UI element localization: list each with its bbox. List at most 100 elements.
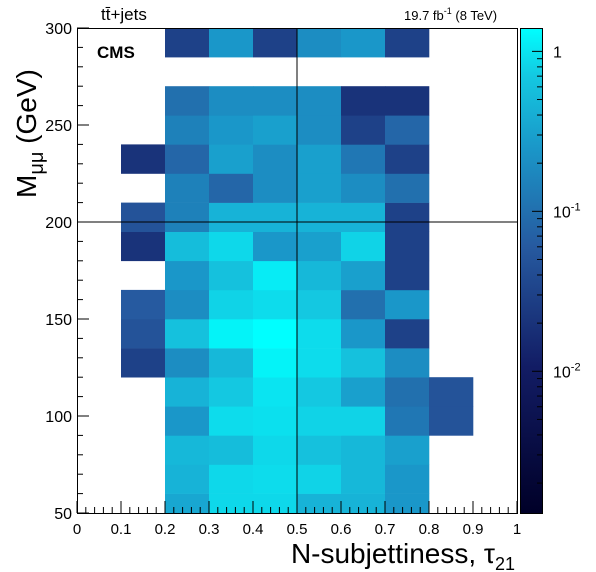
heatmap-cell: [253, 173, 298, 203]
heatmap-cell: [297, 115, 342, 145]
z-tick-label: 10-1: [553, 201, 581, 221]
heatmap-cell: [341, 260, 386, 291]
heatmap-cell: [253, 435, 298, 465]
heatmap-cell: [253, 115, 298, 145]
y-tick-label: 150: [45, 312, 72, 329]
heatmap-cell: [165, 464, 210, 494]
heatmap-cell: [209, 202, 254, 232]
heatmap-cell: [341, 115, 386, 145]
heatmap-cell: [385, 493, 430, 514]
heatmap-cell: [165, 231, 210, 262]
heatmap-cell: [209, 464, 254, 494]
heatmap-cell: [165, 289, 210, 320]
heatmap-cell: [253, 289, 298, 320]
heatmap-cell: [253, 493, 298, 514]
heatmap-cell: [209, 260, 254, 291]
heatmap-cell: [209, 144, 254, 174]
heatmap-cell: [121, 231, 166, 262]
heatmap-cell: [385, 173, 430, 203]
y-tick-label: 100: [45, 409, 72, 426]
heatmap-cell: [385, 28, 430, 58]
heatmap-cell: [385, 406, 430, 436]
heatmap-cell: [165, 28, 210, 58]
heatmap-cell: [121, 289, 166, 320]
heatmap-cell: [121, 144, 166, 174]
heatmap-cell: [297, 377, 342, 407]
x-tick-label: 0.3: [199, 521, 220, 538]
heatmap-cell: [385, 260, 430, 291]
heatmap-cell: [297, 28, 342, 58]
heatmap-cell: [253, 406, 298, 436]
heatmap-cell: [341, 377, 386, 407]
process-label: tt̄+jets: [101, 5, 147, 24]
x-tick-label: 1: [513, 521, 521, 538]
heatmap-cell: [253, 260, 298, 291]
heatmap-cell: [385, 319, 430, 349]
color-scale-labels: 1 10-1 10-2: [553, 44, 581, 381]
y-tick-labels: 50 100 150 200 250 300: [45, 21, 72, 523]
heatmap-cell: [341, 406, 386, 436]
axis-ticks: [76, 27, 518, 514]
heatmap-cell: [253, 231, 298, 262]
heatmap-cell: [165, 435, 210, 465]
heatmap-cell: [165, 173, 210, 203]
heatmap-cell: [121, 319, 166, 349]
heatmap-cell: [297, 348, 342, 378]
heatmap-cell: [297, 289, 342, 320]
plot-frame: [77, 28, 518, 514]
heatmap-cell: [341, 144, 386, 174]
heatmap-cell: [209, 406, 254, 436]
heatmap-cell: [253, 464, 298, 494]
heatmap-cell: [385, 202, 430, 232]
color-scale-frame: [520, 28, 543, 514]
heatmap-cell: [209, 493, 254, 514]
heatmap-cell: [209, 28, 254, 58]
heatmap-cell: [165, 260, 210, 291]
cms-label: CMS: [97, 43, 135, 62]
x-tick-label: 0.2: [155, 521, 176, 538]
heatmap-cell: [341, 289, 386, 320]
x-tick-label: 0.7: [375, 521, 396, 538]
heatmap-cell: [253, 202, 298, 232]
heatmap-cell: [165, 202, 210, 232]
heatmap-cell: [165, 86, 210, 116]
x-tick-label: 0.8: [419, 521, 440, 538]
heatmap-cell: [297, 493, 342, 514]
x-tick-label: 0.4: [243, 521, 264, 538]
heatmap-cell: [341, 86, 386, 116]
heatmap-cell: [341, 493, 386, 514]
heatmap-cell: [209, 86, 254, 116]
heatmap-cell: [297, 435, 342, 465]
heatmap-cell: [253, 348, 298, 378]
y-tick-label: 200: [45, 215, 72, 232]
x-tick-label: 0: [73, 521, 81, 538]
x-axis-title: N-subjettiness, τ21: [291, 538, 515, 572]
heatmap-cell: [165, 377, 210, 407]
heatmap-cell: [253, 144, 298, 174]
heatmap-cell: [209, 319, 254, 349]
heatmap-cell: [429, 377, 474, 407]
heatmap-cell: [297, 231, 342, 262]
heatmap-cell: [297, 319, 342, 349]
heatmap-cell: [297, 173, 342, 203]
x-tick-label: 0.6: [331, 521, 352, 538]
heatmap-cell: [209, 289, 254, 320]
heatmap-cell: [385, 86, 430, 116]
y-tick-label: 250: [45, 118, 72, 135]
x-tick-label: 0.5: [287, 521, 308, 538]
heatmap-cell: [297, 144, 342, 174]
y-tick-label: 50: [54, 506, 72, 523]
color-scale-ticks: [532, 50, 542, 484]
heatmap-cell: [297, 464, 342, 494]
heatmap-cell: [253, 319, 298, 349]
heatmap-cell: [121, 348, 166, 378]
heatmap-cell: [253, 377, 298, 407]
heatmap-cell: [209, 115, 254, 145]
heatmap-cell: [385, 144, 430, 174]
heatmap-cell: [429, 406, 474, 436]
heatmap-cell: [209, 348, 254, 378]
heatmap-cell: [165, 319, 210, 349]
x-tick-labels: 0 0.1 0.2 0.3 0.4 0.5 0.6 0.7 0.8 0.9 1: [73, 521, 521, 538]
heatmap-cell: [341, 28, 386, 58]
